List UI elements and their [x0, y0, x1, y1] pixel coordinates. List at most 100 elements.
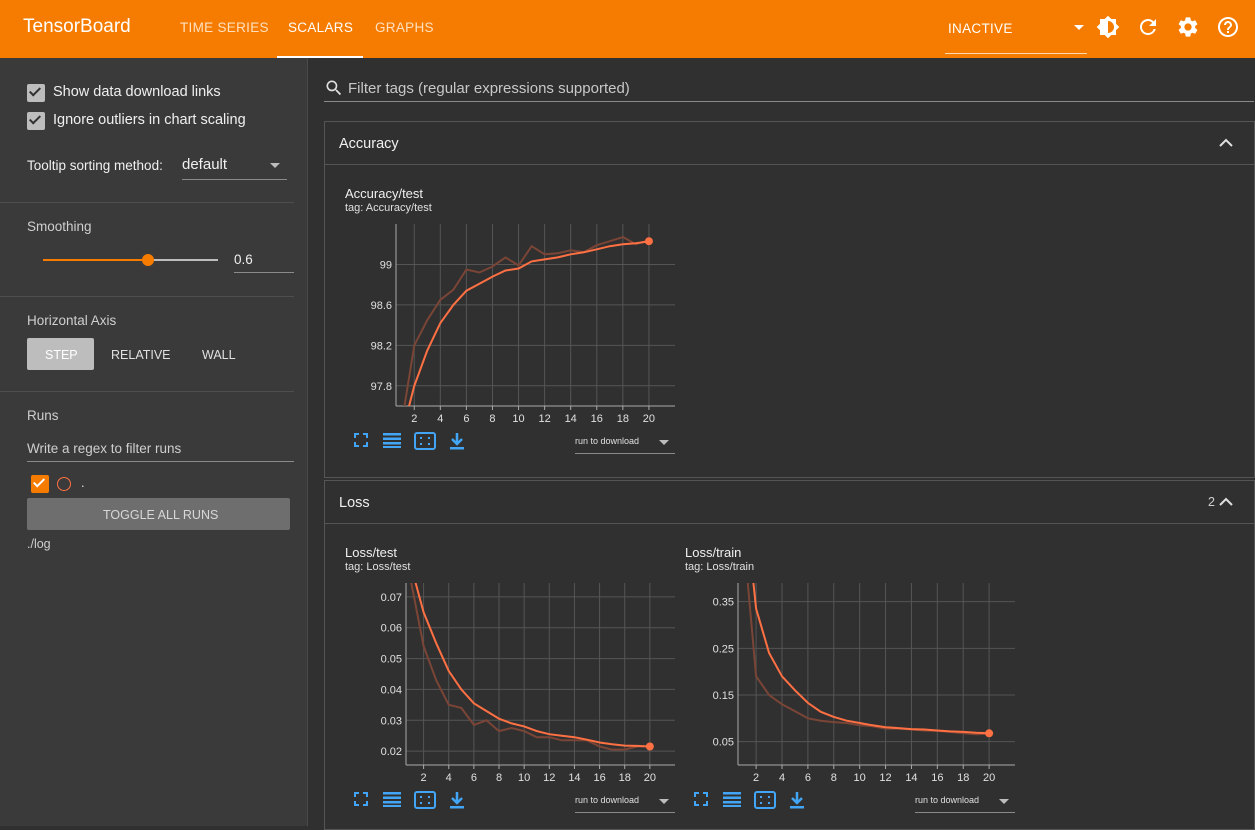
brightness-icon[interactable]: [1096, 15, 1120, 39]
chart-plot[interactable]: 2 4 6 8 10 12 14 16 18 20 0.05 0.15 0.25 0.35: [665, 525, 1015, 785]
inactive-select-label: INACTIVE: [948, 21, 1013, 36]
help-icon[interactable]: [1216, 15, 1240, 39]
refresh-icon[interactable]: [1136, 15, 1160, 39]
app-title: TensorBoard: [23, 16, 131, 37]
x-tick-label: 2: [421, 772, 427, 784]
y-tick-label: 0.35: [713, 597, 734, 609]
y-tick-label: 99: [380, 259, 392, 271]
y-tick-label: 97.8: [371, 381, 392, 393]
y-tick-label: 0.25: [713, 643, 734, 655]
log-scale-icon[interactable]: [383, 791, 403, 811]
x-tick-label: 10: [512, 413, 524, 425]
tooltip-sorting-label: Tooltip sorting method:: [27, 158, 163, 173]
section-title: Loss: [339, 495, 370, 511]
fullscreen-icon[interactable]: [353, 791, 373, 811]
y-tick-label: 0.02: [381, 746, 402, 758]
y-tick-label: 98.6: [371, 300, 392, 312]
download-icon[interactable]: [449, 432, 469, 452]
chevron-up-icon[interactable]: [1218, 495, 1234, 513]
loss-section-header[interactable]: Loss 2: [324, 480, 1255, 524]
tab-scalars[interactable]: SCALARS: [288, 20, 354, 35]
fit-domain-icon[interactable]: [754, 791, 776, 811]
tab-graphs[interactable]: GRAPHS: [375, 20, 434, 35]
chevron-down-icon: [999, 799, 1009, 804]
x-tick-label: 4: [779, 772, 785, 784]
section-title: Accuracy: [339, 136, 399, 152]
accuracy-section-header[interactable]: Accuracy: [324, 121, 1255, 165]
x-tick-label: 2: [753, 772, 759, 784]
x-tick-label: 6: [471, 772, 477, 784]
run-download-select[interactable]: run to download: [915, 791, 1015, 813]
chart-plot[interactable]: 2 4 6 8 10 12 14 16 18 20 97.8 98.2 98.6 99: [325, 166, 675, 426]
x-tick-label: 8: [496, 772, 502, 784]
chart-card: Accuracy/test tag: Accuracy/test 2 4 6 8 10 12 1…: [325, 166, 675, 466]
run-color-swatch[interactable]: [57, 477, 71, 491]
y-tick-label: 0.05: [381, 654, 402, 666]
loss-section: [324, 480, 1255, 830]
chevron-up-icon[interactable]: [1218, 136, 1234, 154]
slider-thumb[interactable]: [142, 254, 154, 266]
search-icon: [324, 78, 344, 103]
x-tick-label: 20: [644, 772, 656, 784]
show-download-links-checkbox[interactable]: [27, 84, 45, 102]
chart-card: Loss/test tag: Loss/test 2 4 6 8 10 12 14 16 18 20 0…: [325, 525, 675, 825]
download-icon[interactable]: [789, 791, 809, 811]
x-tick-label: 18: [957, 772, 969, 784]
tab-time-series[interactable]: TIME SERIES: [180, 20, 269, 35]
log-scale-icon[interactable]: [723, 791, 743, 811]
tag-filter[interactable]: Filter tags (regular expressions support…: [324, 74, 1254, 102]
runs-filter-input[interactable]: Write a regex to filter runs: [27, 436, 294, 462]
axis-wall-label: WALL: [202, 348, 236, 362]
x-tick-label: 16: [931, 772, 943, 784]
axis-step-button[interactable]: STEP: [27, 338, 94, 370]
x-tick-label: 14: [565, 413, 577, 425]
fullscreen-icon[interactable]: [353, 432, 373, 452]
y-tick-label: 0.06: [381, 623, 402, 635]
x-tick-label: 8: [831, 772, 837, 784]
settings-icon[interactable]: [1176, 15, 1200, 39]
download-icon[interactable]: [449, 791, 469, 811]
ignore-outliers-checkbox[interactable]: [27, 112, 45, 130]
x-tick-label: 8: [489, 413, 495, 425]
run-checkbox[interactable]: [31, 475, 49, 493]
chevron-down-icon: [270, 163, 280, 168]
smoothing-input[interactable]: 0.6: [234, 248, 294, 273]
x-tick-label: 14: [568, 772, 580, 784]
smoothing-label: Smoothing: [27, 219, 92, 234]
toggle-all-runs-button[interactable]: TOGGLE ALL RUNS: [27, 498, 290, 530]
run-download-select[interactable]: run to download: [575, 791, 675, 813]
x-tick-label: 20: [983, 772, 995, 784]
y-tick-label: 0.05: [713, 737, 734, 749]
axis-relative-label: RELATIVE: [111, 348, 171, 362]
inactive-plugins-select[interactable]: INACTIVE: [945, 14, 1087, 54]
tooltip-sorting-value: default: [182, 156, 228, 173]
fullscreen-icon[interactable]: [693, 791, 713, 811]
fit-domain-icon[interactable]: [414, 791, 436, 811]
y-tick-label: 0.03: [381, 715, 402, 727]
y-tick-label: 0.07: [381, 592, 402, 604]
x-tick-label: 16: [591, 413, 603, 425]
top-app-bar: TensorBoard TIME SERIES SCALARS GRAPHS I…: [0, 0, 1255, 58]
chart-plot[interactable]: 2 4 6 8 10 12 14 16 18 20 0.02 0.03 0.04 0.05 0.06 0.07: [325, 525, 675, 785]
axis-step-label: STEP: [45, 348, 78, 362]
active-tab-indicator: [277, 56, 363, 58]
chevron-down-icon: [1074, 25, 1084, 30]
tooltip-sorting-select[interactable]: default: [182, 154, 287, 180]
smoothing-value: 0.6: [234, 252, 253, 267]
smoothed-series-line: [414, 583, 650, 748]
log-scale-icon[interactable]: [383, 432, 403, 452]
axis-wall-button[interactable]: WALL: [194, 338, 244, 370]
check-icon: [32, 475, 46, 488]
run-download-select[interactable]: run to download: [575, 432, 675, 454]
last-point-marker: [644, 237, 653, 246]
x-tick-label: 10: [854, 772, 866, 784]
last-point-marker: [645, 742, 654, 751]
axis-relative-button[interactable]: RELATIVE: [105, 338, 175, 370]
fit-domain-icon[interactable]: [414, 432, 436, 452]
x-tick-label: 18: [617, 413, 629, 425]
raw-series-line: [403, 236, 650, 406]
smoothing-slider[interactable]: [43, 251, 218, 269]
chart-title: Loss/train: [685, 545, 742, 560]
y-tick-label: 98.2: [371, 340, 392, 352]
run-download-label: run to download: [575, 795, 640, 805]
